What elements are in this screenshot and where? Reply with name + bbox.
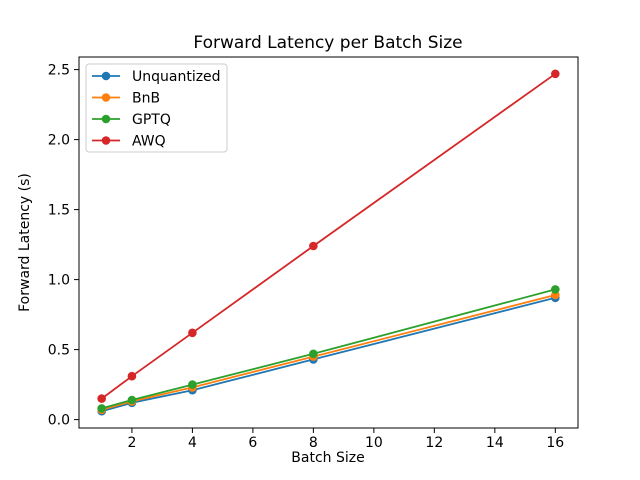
chart-layer: 2 4 6 8 10 12 14 16 0.0 0.5 1.0 1.5 2.0 2.5 Unquantize… (48, 56, 579, 451)
legend-marker-unquantized (101, 71, 111, 81)
legend-box (85, 63, 228, 153)
x-tick-label: 2 (127, 435, 136, 451)
x-tick-label: 12 (425, 435, 443, 451)
y-tick-label: 0.5 (48, 343, 70, 359)
y-tick-label: 2.5 (48, 63, 70, 79)
legend-label-unquantized: Unquantized (132, 69, 221, 85)
y-tick-label: 2.0 (48, 133, 70, 149)
x-tick-label: 14 (486, 435, 504, 451)
y-tick-label: 1.0 (48, 273, 70, 289)
chart-title: Forward Latency per Batch Size (193, 33, 462, 53)
series-marker-awq (309, 241, 318, 251)
x-tick-label: 4 (188, 435, 197, 451)
series-marker-gptq (97, 404, 106, 413)
series-marker-awq (97, 394, 106, 403)
series-marker-gptq (309, 349, 318, 359)
legend-marker-bnb (101, 93, 111, 102)
legend-label-bnb: BnB (132, 91, 160, 107)
legend-marker-awq (101, 136, 111, 145)
legend-label-awq: AWQ (132, 134, 166, 150)
series-marker-gptq (551, 285, 560, 294)
x-tick-label: 8 (309, 435, 318, 451)
series-marker-awq (551, 69, 560, 79)
x-tick-label: 16 (546, 435, 564, 451)
series-marker-awq (188, 328, 197, 338)
series-line-bnb (101, 294, 556, 411)
series-marker-gptq (188, 380, 197, 389)
x-axis-label: Batch Size (291, 450, 364, 466)
x-tick-label: 6 (248, 435, 257, 451)
x-tick-label: 10 (365, 435, 383, 451)
legend-label-gptq: GPTQ (132, 112, 171, 128)
y-axis-label: Forward Latency (s) (17, 173, 33, 312)
axes-frame (78, 56, 579, 429)
legend-marker-gptq (101, 114, 111, 124)
series-marker-awq (127, 371, 137, 381)
y-tick-label: 0.0 (48, 413, 70, 429)
y-tick-label: 1.5 (48, 203, 70, 219)
series-line-unquantized (101, 296, 556, 413)
series-marker-gptq (127, 395, 137, 405)
